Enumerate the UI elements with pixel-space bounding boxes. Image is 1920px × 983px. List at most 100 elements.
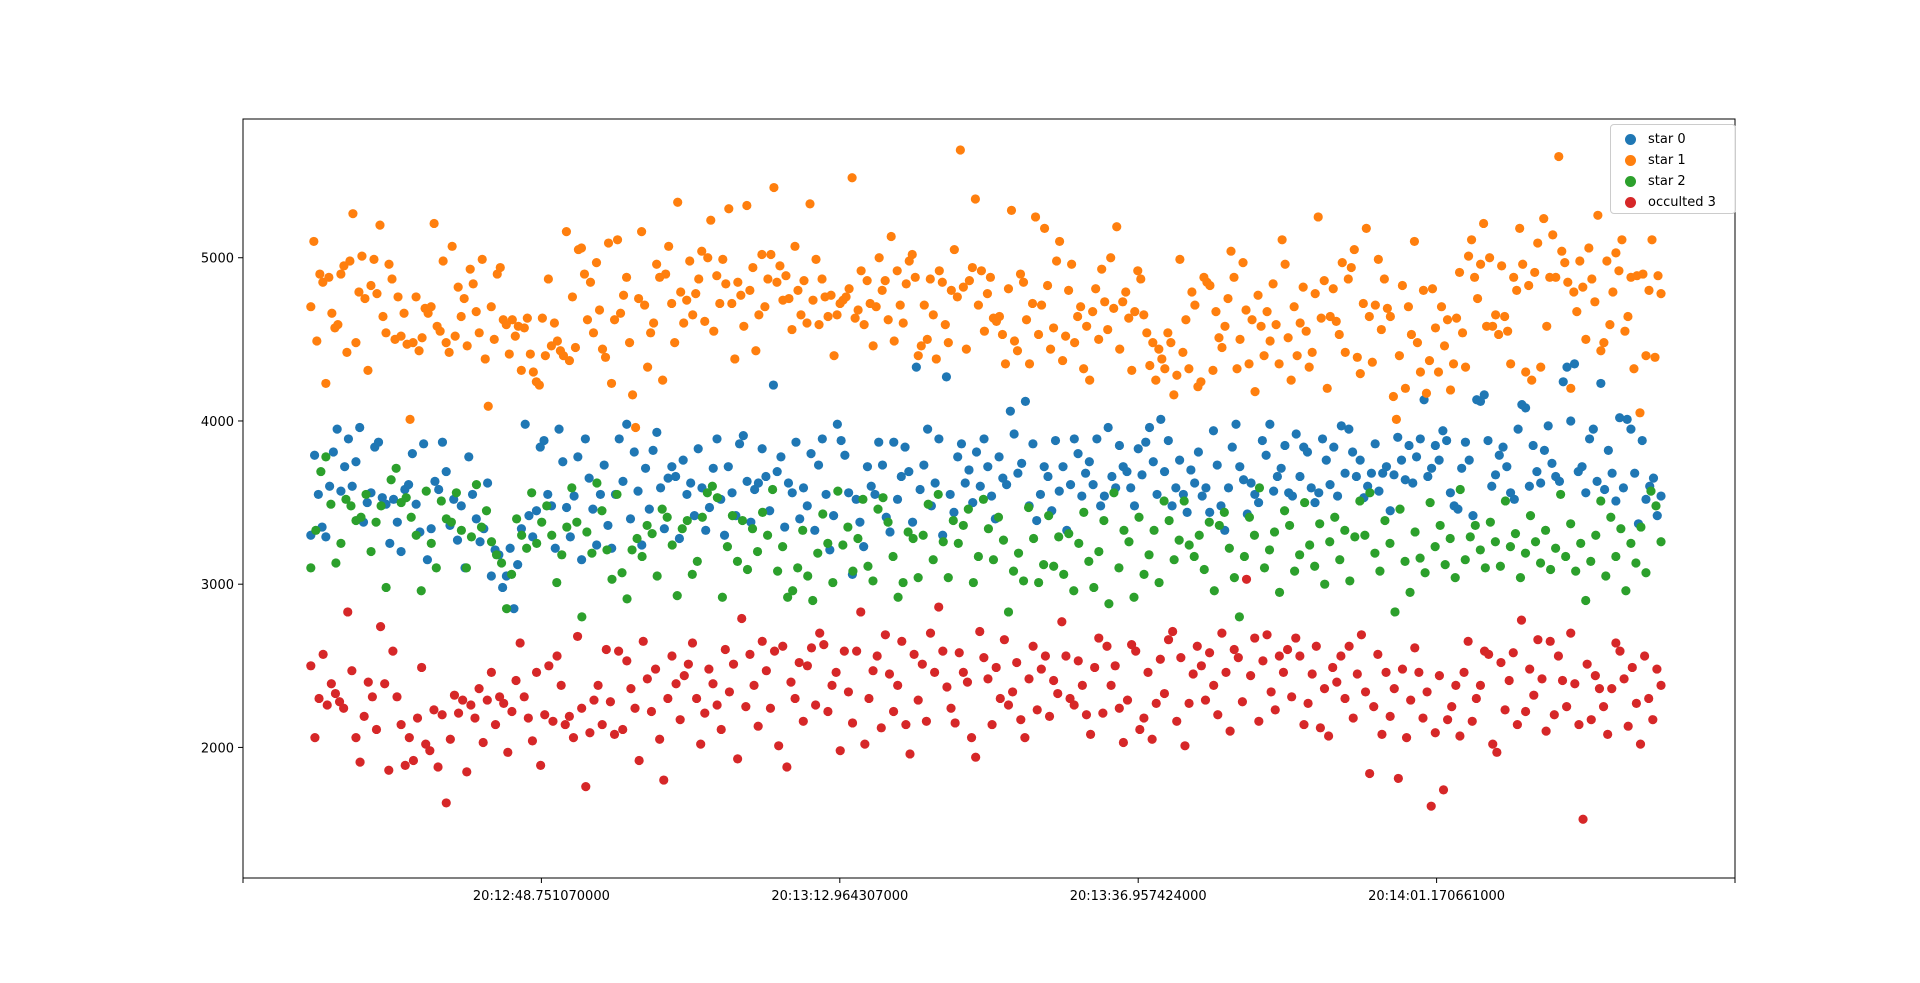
point-occulted-3 [1217, 628, 1227, 638]
point-star-2 [1109, 488, 1119, 498]
legend-item-star-2: star 2 [1617, 171, 1735, 192]
point-star-2 [1355, 496, 1365, 506]
point-occulted-3 [724, 687, 735, 697]
point-star-1 [399, 308, 409, 318]
point-occulted-3 [486, 667, 496, 677]
point-star-1 [1208, 365, 1218, 375]
point-star-0 [866, 481, 876, 491]
point-star-2 [1189, 551, 1199, 562]
point-occulted-3 [1631, 698, 1641, 708]
point-occulted-3 [371, 724, 382, 735]
point-star-0 [757, 444, 767, 454]
point-star-2 [326, 499, 336, 509]
point-star-1 [1328, 284, 1338, 294]
point-star-2 [356, 512, 366, 522]
point-star-1 [898, 318, 908, 328]
point-star-1 [1448, 359, 1459, 369]
point-occulted-3 [950, 718, 960, 728]
point-occulted-3 [1287, 692, 1297, 702]
point-star-0 [862, 462, 873, 472]
point-star-0 [1483, 435, 1493, 446]
point-occulted-3 [880, 630, 890, 640]
point-star-0 [1603, 445, 1613, 455]
point-star-2 [873, 504, 883, 514]
point-star-0 [388, 494, 399, 504]
point-star-2 [1259, 563, 1270, 573]
point-star-1 [1590, 297, 1600, 307]
point-star-1 [1623, 311, 1633, 322]
point-star-1 [537, 313, 547, 323]
point-occulted-3 [1024, 674, 1034, 684]
point-occulted-3 [618, 724, 628, 735]
point-star-0 [1336, 421, 1346, 431]
point-star-1 [706, 215, 716, 225]
point-star-2 [1460, 555, 1470, 565]
point-occulted-3 [1282, 644, 1293, 655]
point-star-1 [1349, 244, 1359, 255]
point-star-1 [480, 354, 490, 364]
point-star-2 [1485, 517, 1495, 527]
point-star-2 [1084, 556, 1094, 566]
point-occulted-3 [499, 698, 509, 708]
point-star-0 [1453, 504, 1463, 514]
point-occulted-3 [683, 659, 693, 669]
point-star-2 [1490, 537, 1500, 547]
point-star-2 [968, 577, 978, 588]
point-star-0 [941, 372, 952, 382]
point-star-1 [621, 272, 632, 282]
point-star-1 [336, 269, 346, 279]
point-star-1 [1620, 326, 1630, 336]
point-occulted-3 [1365, 768, 1375, 779]
point-occulted-3 [782, 762, 792, 772]
point-star-2 [1209, 586, 1219, 596]
point-star-2 [1631, 558, 1641, 568]
point-star-1 [769, 182, 779, 193]
point-occulted-3 [1122, 695, 1133, 705]
point-star-0 [1389, 470, 1399, 480]
point-occulted-3 [445, 734, 455, 744]
point-star-2 [386, 475, 396, 485]
point-star-1 [1491, 310, 1501, 320]
point-occulted-3 [630, 703, 640, 713]
point-star-1 [474, 328, 484, 338]
data-points [306, 145, 1666, 824]
point-star-2 [652, 571, 662, 581]
point-star-0 [1310, 497, 1320, 508]
point-star-0 [456, 501, 466, 511]
point-star-2 [506, 569, 517, 580]
point-occulted-3 [318, 649, 328, 659]
point-star-1 [1418, 285, 1429, 295]
point-star-0 [953, 452, 963, 462]
point-star-0 [1163, 435, 1173, 446]
point-star-1 [1644, 285, 1654, 295]
point-star-1 [1343, 274, 1353, 284]
point-star-1 [1533, 238, 1543, 248]
legend-item-star-1: star 1 [1617, 150, 1735, 171]
point-occulted-3 [934, 602, 944, 612]
point-occulted-3 [1360, 687, 1371, 697]
point-star-1 [1503, 326, 1513, 336]
point-star-1 [315, 269, 325, 279]
x-tick-label: 20:13:36.957424000 [1070, 889, 1207, 904]
point-star-1 [1094, 334, 1104, 344]
point-occulted-3 [1640, 651, 1650, 661]
point-occulted-3 [1475, 680, 1486, 690]
point-star-2 [1440, 560, 1450, 570]
point-star-2 [1184, 540, 1194, 550]
point-star-0 [614, 434, 624, 444]
point-star-0 [618, 476, 628, 486]
point-star-0 [1521, 403, 1531, 413]
point-star-1 [1331, 316, 1341, 326]
point-star-0 [1156, 414, 1166, 424]
point-star-2 [597, 506, 607, 516]
point-star-0 [1656, 491, 1666, 501]
point-star-1 [1587, 274, 1597, 284]
point-star-0 [964, 465, 974, 475]
point-star-1 [1524, 280, 1534, 291]
point-star-2 [1626, 538, 1636, 548]
point-star-2 [798, 525, 808, 535]
point-star-2 [421, 486, 431, 496]
point-occulted-3 [1032, 705, 1042, 715]
point-occulted-3 [367, 692, 377, 702]
point-star-1 [751, 346, 761, 356]
